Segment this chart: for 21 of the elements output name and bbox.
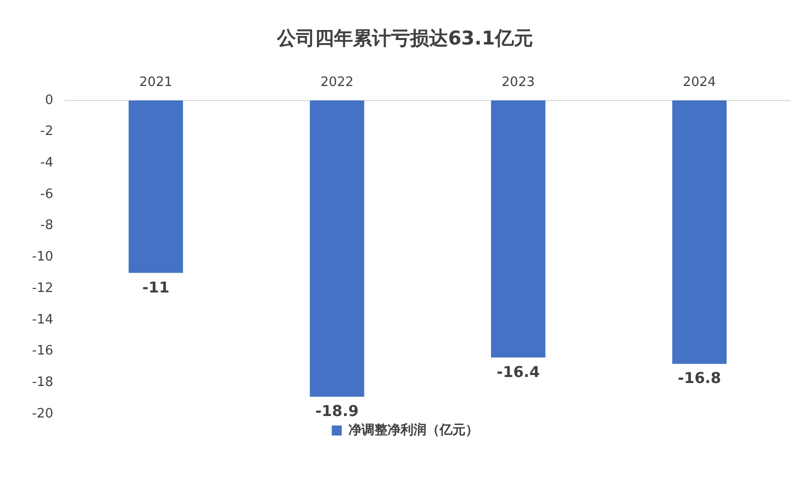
- x-tick-label: 2021: [139, 74, 172, 90]
- y-tick-label: -2: [40, 124, 54, 140]
- y-tick-label: -6: [40, 186, 54, 202]
- y-tick-label: -20: [32, 406, 54, 422]
- x-tick-label: 2022: [320, 74, 354, 90]
- data-label: -16.4: [496, 362, 540, 381]
- y-tick-label: -12: [32, 280, 54, 296]
- data-label: -16.8: [678, 369, 722, 388]
- y-tick-label: -4: [40, 155, 54, 170]
- y-tick-label: -18: [32, 375, 54, 390]
- y-tick-label: 0: [44, 92, 54, 108]
- x-tick-label: 2023: [502, 74, 535, 90]
- data-label: -11: [142, 278, 170, 296]
- y-tick-label: -14: [32, 312, 54, 328]
- y-tick-label: -10: [32, 250, 54, 265]
- data-label: -18.9: [315, 402, 359, 420]
- y-tick-label: -16: [32, 344, 54, 359]
- chart-title: 公司四年累计亏损达63.1亿元: [276, 27, 533, 50]
- y-tick-label: -8: [40, 218, 54, 234]
- legend-label: 净调整净利润（亿元）: [348, 422, 478, 438]
- x-tick-label: 2024: [682, 74, 716, 90]
